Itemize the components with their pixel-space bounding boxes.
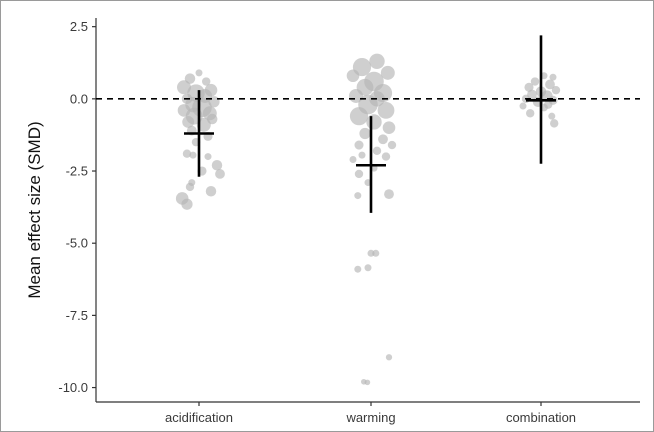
data-point: [346, 69, 360, 83]
y-axis-title: Mean effect size (SMD): [25, 121, 44, 298]
data-point: [524, 82, 534, 92]
x-tick-label: combination: [506, 410, 576, 425]
data-point: [181, 198, 193, 210]
data-point: [377, 101, 395, 119]
data-point: [364, 264, 372, 272]
data-point: [550, 119, 559, 128]
data-point: [349, 155, 357, 163]
data-point: [519, 102, 527, 110]
data-point: [354, 265, 362, 273]
data-point: [359, 127, 371, 140]
data-point: [205, 185, 217, 197]
data-point: [349, 107, 369, 126]
x-tick-label: acidification: [165, 410, 233, 425]
y-tick-label: 2.5: [70, 19, 88, 34]
y-tick-label: -10.0: [58, 380, 88, 395]
data-point: [549, 73, 557, 81]
data-point: [182, 149, 192, 158]
data-point: [387, 140, 397, 150]
data-point: [189, 151, 197, 159]
data-point: [185, 182, 195, 192]
data-point: [195, 69, 203, 77]
data-point: [364, 379, 371, 386]
data-point: [354, 169, 364, 179]
data-point: [204, 153, 212, 161]
data-point: [369, 53, 385, 70]
data-point: [551, 85, 561, 95]
data-point: [358, 151, 366, 159]
data-point: [372, 249, 380, 257]
data-point: [548, 112, 556, 120]
data-point: [384, 189, 394, 200]
data-point: [530, 77, 540, 86]
data-point: [372, 146, 382, 156]
data-point: [367, 249, 375, 257]
data-point: [215, 169, 225, 179]
data-point: [385, 354, 393, 361]
data-point: [354, 192, 362, 200]
data-point: [177, 80, 191, 95]
data-point: [380, 65, 395, 80]
y-tick-label: -2.5: [66, 164, 88, 179]
data-point: [381, 152, 391, 161]
y-tick-label: 0.0: [70, 91, 88, 106]
data-point: [211, 159, 223, 171]
data-point: [202, 77, 211, 86]
x-tick-label: warming: [345, 410, 395, 425]
data-point: [526, 109, 535, 118]
y-tick-label: -7.5: [66, 308, 88, 323]
y-tick-label: -5.0: [66, 236, 88, 251]
data-point: [354, 140, 364, 150]
data-point: [545, 79, 555, 90]
data-point: [382, 121, 396, 135]
data-point: [366, 114, 382, 130]
data-point: [378, 134, 388, 145]
data-point: [182, 115, 195, 128]
